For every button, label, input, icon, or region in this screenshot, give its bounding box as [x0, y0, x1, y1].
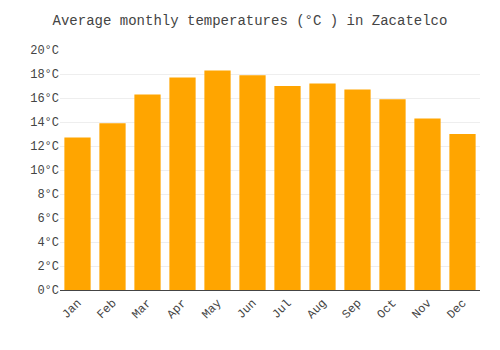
- svg-text:6°C: 6°C: [37, 212, 59, 226]
- svg-text:4°C: 4°C: [37, 236, 59, 250]
- svg-text:Average monthly temperatures (: Average monthly temperatures (°C ) in Za…: [53, 13, 448, 29]
- svg-text:12°C: 12°C: [30, 140, 59, 154]
- svg-text:Apr: Apr: [164, 297, 189, 322]
- svg-text:Feb: Feb: [94, 297, 119, 322]
- svg-text:20°C: 20°C: [30, 44, 59, 58]
- svg-text:18°C: 18°C: [30, 68, 59, 82]
- svg-text:Jul: Jul: [269, 297, 294, 322]
- svg-text:16°C: 16°C: [30, 92, 59, 106]
- svg-text:Jan: Jan: [59, 297, 84, 322]
- svg-text:14°C: 14°C: [30, 116, 59, 130]
- svg-text:10°C: 10°C: [30, 164, 59, 178]
- svg-text:Sep: Sep: [339, 297, 364, 322]
- svg-text:Oct: Oct: [374, 297, 399, 322]
- svg-text:Mar: Mar: [129, 297, 154, 322]
- svg-text:Jun: Jun: [234, 297, 259, 322]
- svg-text:2°C: 2°C: [37, 260, 59, 274]
- svg-text:0°C: 0°C: [37, 284, 59, 298]
- svg-text:May: May: [199, 297, 224, 322]
- svg-text:Nov: Nov: [409, 297, 434, 322]
- svg-text:8°C: 8°C: [37, 188, 59, 202]
- svg-text:Aug: Aug: [304, 297, 329, 322]
- svg-text:Dec: Dec: [444, 297, 469, 322]
